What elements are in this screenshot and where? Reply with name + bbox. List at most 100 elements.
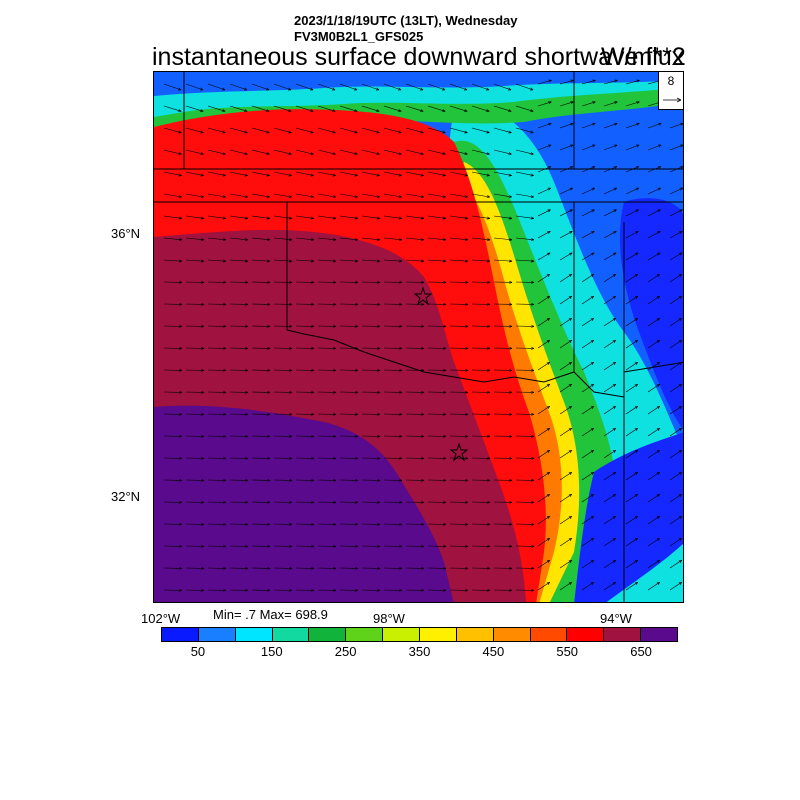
wind-vector-head (267, 282, 271, 284)
wind-vector-head (592, 123, 596, 126)
wind-vector-head (486, 152, 490, 155)
wind-vector-head (289, 282, 293, 284)
wind-vector-head (377, 346, 381, 349)
wind-vector-head (311, 238, 315, 241)
wind-vector-head (548, 101, 552, 105)
wind-vector-head (443, 282, 447, 284)
wind-vector-head (179, 458, 183, 460)
wind-vector-head (679, 362, 682, 365)
wind-vector-head (223, 478, 227, 481)
wind-vector-head (377, 260, 381, 263)
wind-vector-head (333, 195, 336, 198)
wind-vector-head (465, 370, 469, 372)
wind-vector (471, 127, 490, 133)
wind-vector (163, 149, 182, 155)
wind-vector-head (376, 153, 380, 155)
wind-vector-head (443, 390, 447, 393)
wind-vector (603, 80, 618, 85)
wind-vector (251, 149, 270, 155)
wind-vector-head (443, 480, 447, 482)
wind-vector (537, 144, 552, 151)
wind-vector-head (465, 173, 468, 176)
wind-vector-head (311, 588, 315, 591)
wind-vector-head (399, 173, 402, 176)
wind-vector-head (200, 218, 204, 220)
wind-vector-head (311, 478, 315, 481)
wind-vector-head (289, 500, 293, 503)
wind-vector (647, 318, 660, 327)
wind-vector-head (179, 326, 183, 328)
wind-vector-head (546, 274, 550, 276)
wind-vector-head (487, 348, 491, 350)
wind-vector-head (420, 109, 424, 112)
wind-vector-head (570, 101, 574, 105)
wind-vector-head (657, 296, 660, 299)
wind-vector (471, 105, 490, 112)
wind-vector-head (634, 516, 638, 518)
wind-vector-head (548, 252, 551, 256)
wind-vector (185, 171, 204, 176)
wind-vector (625, 296, 638, 305)
wind-vector (339, 105, 358, 112)
model-header: FV3M0B2L1_GFS025 (294, 29, 424, 44)
wind-vector (405, 215, 424, 219)
wind-vector-head (568, 428, 572, 430)
wind-vector-head (509, 173, 512, 176)
wind-vector-head (311, 348, 315, 350)
wind-vector-head (179, 434, 183, 437)
wind-vector-head (311, 195, 314, 198)
wind-vector-head (200, 153, 204, 155)
wind-vector-head (377, 458, 381, 460)
wind-vector-head (376, 152, 380, 155)
wind-vector-head (244, 87, 248, 91)
wind-vector-head (355, 346, 359, 349)
wind-vector-head (310, 218, 314, 220)
wind-vector-head (465, 458, 469, 460)
wind-vector (229, 193, 248, 198)
wind-vector-head (333, 588, 337, 591)
wind-vector-head (267, 280, 271, 283)
wind-vector-head (289, 260, 293, 263)
wind-vector-head (311, 282, 315, 284)
wind-vector-head (377, 414, 381, 416)
lat-label-32n: 32°N (111, 489, 141, 504)
wind-vector-head (487, 370, 491, 372)
wind-vector-head (399, 304, 403, 306)
wind-vector-head (568, 516, 572, 518)
wind-vector-head (245, 216, 248, 219)
wind-vector-head (267, 478, 271, 481)
wind-vector-head (547, 516, 550, 519)
wind-vector (515, 171, 534, 176)
wind-vector-head (591, 362, 594, 365)
wind-vector-head (656, 450, 660, 452)
wind-vector-head (289, 368, 293, 371)
wind-vector (603, 560, 616, 569)
wind-vector-head (398, 218, 402, 220)
wind-vector-head (223, 304, 227, 306)
wind-vector-head (178, 152, 182, 155)
wind-vector-head (465, 326, 469, 328)
wind-vector-head (569, 582, 572, 585)
wind-vector-head (399, 216, 402, 219)
wind-vector (669, 209, 683, 217)
wind-vector-head (399, 478, 403, 481)
wind-vector-head (178, 153, 182, 155)
wind-vector-head (509, 544, 513, 547)
wind-vector-head (443, 458, 447, 460)
wind-vector-head (333, 458, 337, 460)
wind-vector-head (201, 458, 205, 460)
wind-vector (493, 83, 512, 91)
wind-vector-head (420, 130, 424, 133)
wind-vector (603, 187, 617, 195)
wind-vector-head (656, 494, 660, 496)
wind-vector-head (355, 456, 359, 459)
wind-vector-head (267, 368, 271, 371)
wind-vector-head (509, 282, 513, 284)
wind-vector-head (223, 412, 227, 415)
wind-vector (405, 83, 424, 91)
wind-vector-head (266, 175, 270, 177)
wind-vector-head (267, 304, 271, 306)
wind-vector-head (443, 568, 447, 570)
wind-vector-head (465, 546, 469, 548)
wind-vector (427, 127, 446, 133)
